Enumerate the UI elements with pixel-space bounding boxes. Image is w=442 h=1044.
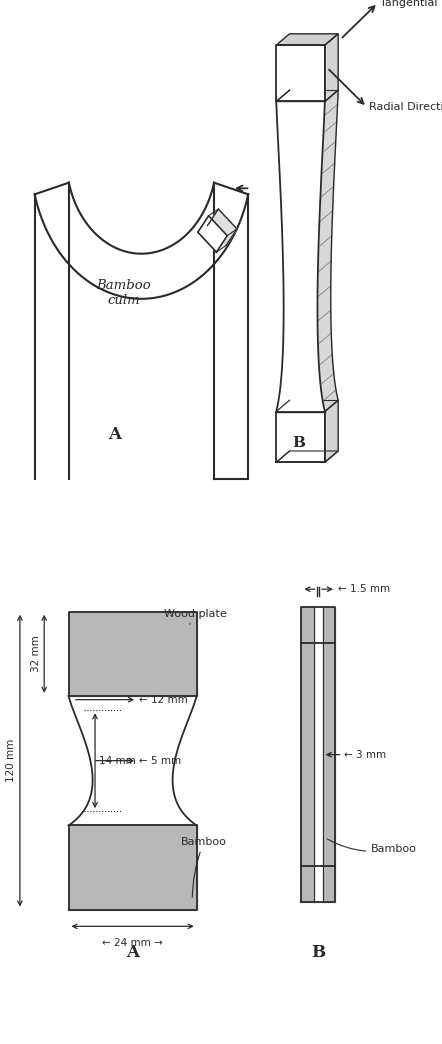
Polygon shape xyxy=(314,607,323,643)
Text: ← 1.5 mm: ← 1.5 mm xyxy=(338,585,390,594)
Polygon shape xyxy=(276,101,325,411)
Polygon shape xyxy=(314,867,323,902)
Polygon shape xyxy=(290,33,338,90)
Text: A: A xyxy=(126,944,139,962)
Polygon shape xyxy=(301,643,335,867)
Polygon shape xyxy=(325,400,338,462)
Text: ← 24 mm →: ← 24 mm → xyxy=(102,939,163,948)
Polygon shape xyxy=(276,411,325,462)
Text: Bamboo: Bamboo xyxy=(181,836,227,897)
Polygon shape xyxy=(69,612,197,696)
Text: B: B xyxy=(292,435,305,450)
Polygon shape xyxy=(276,33,338,45)
Polygon shape xyxy=(276,45,325,101)
Polygon shape xyxy=(290,400,338,451)
Polygon shape xyxy=(325,33,338,101)
Polygon shape xyxy=(208,209,237,245)
Text: ← 12 mm: ← 12 mm xyxy=(139,694,188,705)
Polygon shape xyxy=(198,216,227,252)
Text: 14 mm: 14 mm xyxy=(99,756,135,765)
Polygon shape xyxy=(314,643,323,867)
Text: Bamboo: Bamboo xyxy=(327,839,417,854)
Polygon shape xyxy=(301,607,335,643)
Text: ← 3 mm: ← 3 mm xyxy=(344,750,386,760)
Text: Wood plate: Wood plate xyxy=(164,609,226,624)
Text: Bamboo
culm: Bamboo culm xyxy=(96,279,151,307)
Polygon shape xyxy=(69,826,197,909)
Polygon shape xyxy=(301,867,335,902)
Text: 32 mm: 32 mm xyxy=(30,636,41,672)
Polygon shape xyxy=(276,451,338,462)
Text: Radial Direction: Radial Direction xyxy=(369,102,442,112)
Text: A: A xyxy=(108,426,122,443)
Polygon shape xyxy=(290,90,338,400)
Text: B: B xyxy=(311,944,325,962)
Text: ← 5 mm: ← 5 mm xyxy=(139,756,181,765)
Text: Tangential Direction: Tangential Direction xyxy=(380,0,442,7)
Text: 120 mm: 120 mm xyxy=(6,739,16,782)
